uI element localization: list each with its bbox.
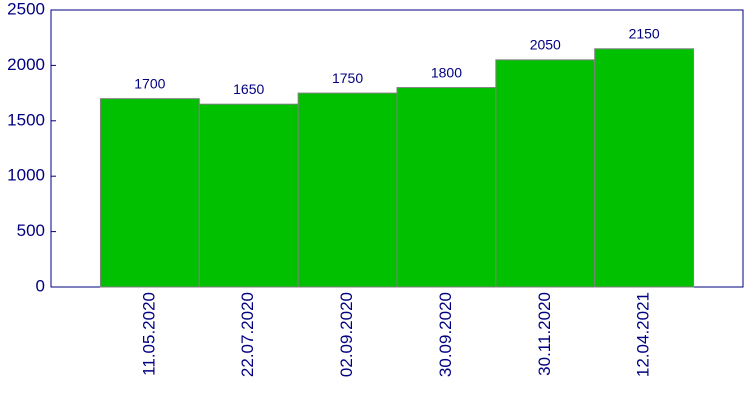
y-tick-label: 2500 xyxy=(7,0,45,18)
y-tick-label: 1000 xyxy=(7,166,45,185)
value-label: 1800 xyxy=(431,64,462,80)
bar xyxy=(198,103,299,288)
x-tick-label: 02.09.2020 xyxy=(337,292,356,377)
y-tick-label: 2000 xyxy=(7,55,45,74)
x-tick-label: 30.11.2020 xyxy=(535,292,554,376)
y-tick-label: 500 xyxy=(17,221,45,240)
y-tick-label: 0 xyxy=(36,276,45,295)
value-label: 2150 xyxy=(629,25,660,41)
bar xyxy=(396,87,497,288)
value-label: 1650 xyxy=(233,81,264,97)
value-label: 1700 xyxy=(134,75,165,91)
bar xyxy=(495,59,596,288)
bar xyxy=(594,48,695,288)
bar xyxy=(99,98,200,288)
bar xyxy=(297,92,398,288)
value-label: 2050 xyxy=(530,37,561,53)
x-tick-label: 11.05.2020 xyxy=(139,292,158,376)
x-tick-label: 12.04.2021 xyxy=(634,292,653,377)
x-tick-label: 22.07.2020 xyxy=(238,292,257,377)
x-tick-label: 30.09.2020 xyxy=(436,292,455,377)
value-label: 1750 xyxy=(332,70,363,86)
y-tick-label: 1500 xyxy=(7,110,45,129)
